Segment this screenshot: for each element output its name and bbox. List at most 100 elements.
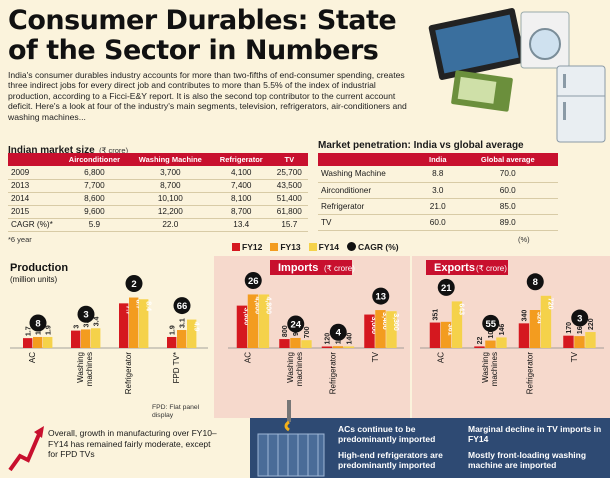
cagr-value: 24 [290, 319, 301, 330]
cagr-circle [372, 287, 390, 305]
penetration-row: Airconditioner 3.0 60.0 [318, 182, 558, 199]
category-label: machines [85, 352, 94, 386]
container-crane-icon [257, 400, 325, 477]
cagr-value: 3 [83, 310, 88, 321]
bar-value-label: 1.7 [25, 326, 32, 336]
bar-fy13 [529, 310, 541, 348]
chart-title-banner [426, 260, 508, 275]
bar-fy12 [518, 323, 530, 348]
note-tv-imports: Marginal decline in TV imports in FY14 [468, 424, 602, 444]
bar-fy12 [563, 335, 574, 348]
bar-value-label: 643 [458, 303, 465, 315]
bar-value-label: 22 [477, 337, 484, 345]
market-size-col-header: TV [270, 153, 308, 166]
penetration-cell: 60.0 [418, 214, 458, 231]
cagr-circle [482, 314, 500, 332]
market-size-cell: 43,500 [270, 179, 308, 193]
penetration-row: Washing Machine 8.8 70.0 [318, 166, 558, 183]
bar-value-label: 4,800 [254, 296, 261, 314]
bar-value-label: 7.7 [124, 305, 131, 315]
bar-value-label: 146 [499, 324, 506, 336]
market-size-row: 2013 7,700 8,700 7,400 43,500 [8, 179, 308, 193]
chart-legend: FY12 FY13 FY14 CAGR (%) [232, 242, 399, 252]
market-size-col-header: Airconditioner [60, 153, 129, 166]
market-size-cell: 15.7 [270, 218, 308, 232]
bar-value-label: 140 [347, 333, 354, 345]
penetration-cell: 70.0 [457, 166, 558, 183]
bar-value-label: 8.7 [134, 300, 141, 310]
production-footnote: FPD: Flat panel display [152, 404, 200, 419]
bar-value-label: 720 [547, 298, 554, 310]
cagr-value: 2 [131, 279, 136, 290]
bar-fy12 [23, 338, 33, 348]
bar-value-label: 1.9 [45, 325, 52, 335]
market-size-cell: 7,400 [211, 179, 271, 193]
cagr-value: 8 [533, 277, 538, 288]
bar-value-label: 3.4 [93, 316, 100, 326]
chart-unit: (₹ crore) [476, 264, 507, 273]
market-size-table: Airconditioner Washing Machine Refrigerato… [8, 153, 308, 232]
cagr-value: 55 [485, 319, 496, 330]
market-size-cell: 22.0 [128, 218, 212, 232]
category-label: AC [243, 352, 252, 363]
penetration-unit-note: (%) [518, 235, 530, 244]
bar-value-label: 3,300 [392, 313, 399, 331]
market-size-cell: 8,100 [211, 192, 271, 206]
cagr-value: 21 [441, 283, 452, 294]
bar-value-label: 800 [282, 325, 289, 337]
bar-fy14 [585, 332, 596, 348]
bar-value-label: 164 [577, 322, 584, 334]
bar-fy12 [119, 303, 129, 348]
legend-cagr: CAGR (%) [346, 242, 399, 252]
washing-machine-icon [520, 11, 570, 69]
market-size-col-header [8, 153, 60, 166]
microwave-icon [451, 70, 513, 112]
market-size-col-header: Refrigerator [211, 153, 271, 166]
market-size-footnote: *6 year [8, 235, 32, 244]
bar-fy13 [177, 330, 187, 348]
chart-title: Exports [434, 262, 475, 274]
market-size-cell: 7,700 [60, 179, 129, 193]
bar-value-label: 700 [304, 326, 311, 338]
bar-fy12 [321, 346, 333, 348]
bar-fy14 [139, 299, 149, 348]
cagr-circle [173, 297, 191, 315]
bar-fy14 [258, 294, 270, 348]
category-label: TV [570, 351, 579, 362]
cagr-circle [244, 271, 262, 289]
note-washing-machine-imports: Mostly front-loading washing machine are… [468, 450, 587, 470]
imports-chart: Imports(₹ crore)3,8004,8004,80026AC80090… [228, 260, 404, 395]
bar-fy13 [290, 337, 301, 348]
bar-fy14 [301, 340, 312, 348]
penetration-cell: 3.0 [418, 182, 458, 199]
market-size-cell: 61,800 [270, 205, 308, 219]
bar-fy13 [375, 310, 386, 348]
penetration-cell: TV [318, 214, 418, 231]
growth-note: Overall, growth in manufacturing over FY… [48, 428, 217, 459]
category-label: AC [28, 352, 37, 363]
bar-value-label: 3.1 [179, 318, 186, 328]
intro-text: India's consumer durables industry accou… [8, 70, 407, 122]
chart-title: Production [10, 262, 68, 274]
category-label: Refrigerator [328, 352, 337, 395]
cagr-value: 4 [336, 328, 342, 339]
cagr-circle [287, 315, 305, 333]
trade-divider [410, 256, 412, 418]
cagr-value: 8 [35, 318, 40, 329]
bar-value-label: 220 [588, 318, 595, 330]
bar-fy13 [332, 346, 344, 348]
market-size-row: 2009 6,800 3,700 4,100 25,700 [8, 166, 308, 180]
legend-fy14: FY14 [308, 242, 339, 252]
category-label: Washing [76, 352, 85, 383]
cagr-circle [526, 273, 544, 291]
penetration-table: India Global average Washing Machine 8.8 70… [318, 153, 558, 231]
appliances-illustration [428, 8, 606, 143]
bar-fy13 [574, 336, 585, 348]
penetration-cell: 8.8 [418, 166, 458, 183]
production-chart: Production(million units) 1.7 1.9 1.9 8 AC 3 3.… [10, 262, 208, 394]
market-size-row: 2015 9,600 12,200 8,700 61,800 [8, 205, 308, 219]
cagr-circle [437, 278, 455, 296]
market-size-cell: 4,100 [211, 166, 271, 180]
category-label: Refrigerator [525, 352, 534, 395]
bar-fy12 [279, 339, 290, 348]
